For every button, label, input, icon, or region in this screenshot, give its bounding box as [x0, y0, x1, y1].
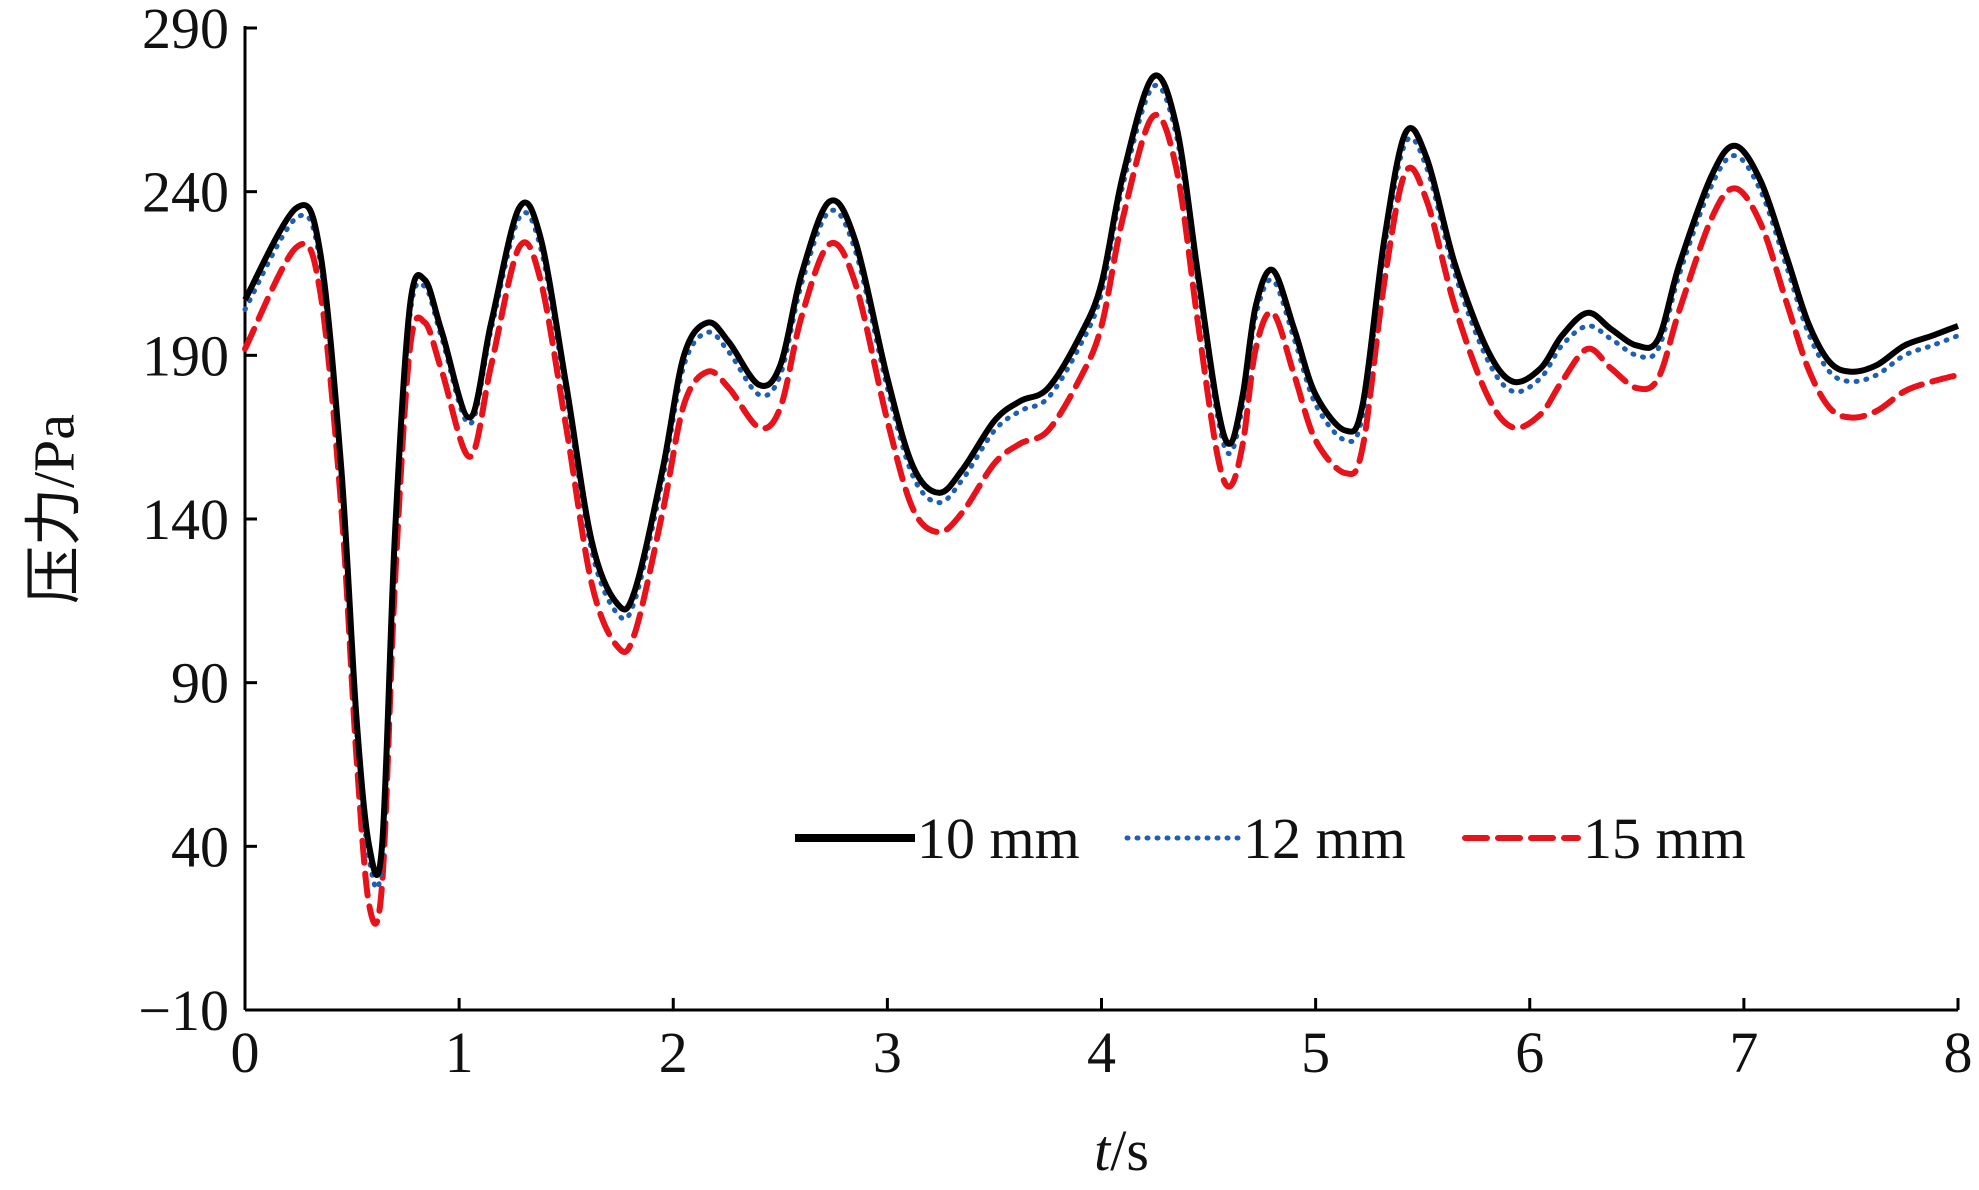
- legend-label: 15 mm: [1583, 806, 1746, 871]
- axes: 0 1 2 3 4 5 6 7 8 −10 40 90 140 190 240 290: [138, 0, 1972, 1085]
- legend-label: 10 mm: [917, 806, 1080, 871]
- legend-label: 12 mm: [1243, 806, 1406, 871]
- y-tick-label: 90: [171, 651, 229, 716]
- x-tick-label: 0: [231, 1020, 260, 1085]
- x-tick-label: 4: [1087, 1020, 1116, 1085]
- y-tick-label: −10: [138, 978, 229, 1043]
- x-axis-title: t/s: [1094, 1118, 1149, 1183]
- legend: 10 mm 12 mm 15 mm: [795, 806, 1746, 871]
- x-tick-label: 1: [445, 1020, 474, 1085]
- series-line-10mm: [242, 72, 1960, 878]
- y-tick-label: 290: [142, 0, 229, 61]
- x-tick-label: 6: [1515, 1020, 1544, 1085]
- y-tick-label: 140: [142, 487, 229, 552]
- series-layer: [242, 72, 1961, 927]
- x-tick-label: 2: [659, 1020, 688, 1085]
- x-axis-title-italic: t: [1094, 1118, 1112, 1183]
- x-tick-label: 7: [1729, 1020, 1758, 1085]
- x-axis-title-text: t/s: [1094, 1118, 1149, 1183]
- y-tick-label: 190: [142, 323, 229, 388]
- x-tick-label: 8: [1944, 1020, 1973, 1085]
- x-axis-title-unit: /s: [1110, 1118, 1149, 1183]
- y-tick-label: 240: [142, 160, 229, 225]
- x-tick-label: 3: [873, 1020, 902, 1085]
- y-tick-label: 40: [171, 814, 229, 879]
- x-tick-label: 5: [1301, 1020, 1330, 1085]
- series-line-15mm: [242, 111, 1961, 927]
- y-axis-title: 压力/Pa: [21, 414, 86, 604]
